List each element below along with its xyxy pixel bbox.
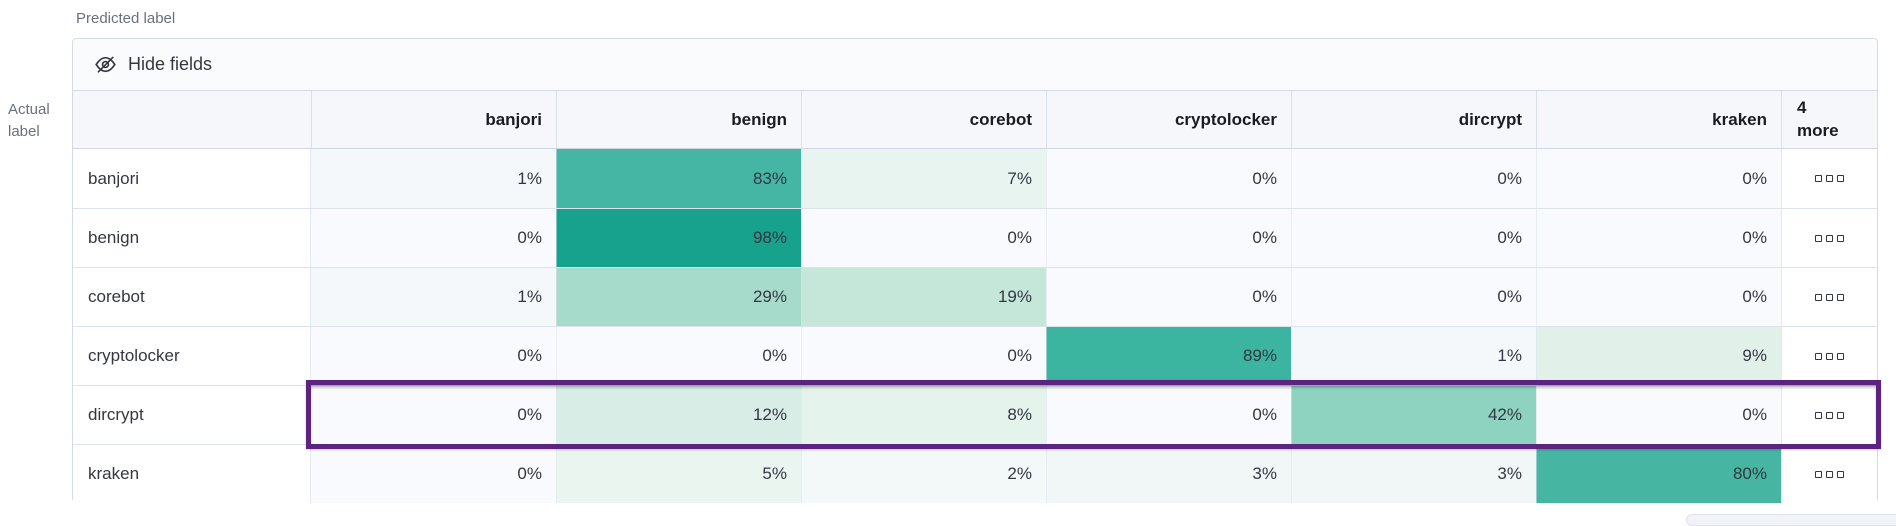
column-header-corebot[interactable]: corebot [801, 91, 1046, 148]
cell-dircrypt-banjori: 0% [311, 386, 556, 444]
boxes-horizontal-icon[interactable] [1781, 327, 1877, 385]
cell-banjori-benign: 83% [556, 149, 801, 208]
box-glyph [1826, 411, 1833, 419]
box-glyph [1837, 411, 1844, 419]
cell-corebot-cryptolocker: 0% [1046, 268, 1291, 326]
hide-fields-button[interactable]: Hide fields [73, 39, 1877, 91]
cell-dircrypt-benign: 12% [556, 386, 801, 444]
cell-corebot-benign: 29% [556, 268, 801, 326]
cell-corebot-dircrypt: 0% [1291, 268, 1536, 326]
cell-cryptolocker-benign: 0% [556, 327, 801, 385]
confusion-matrix-panel: Hide fields banjori benign corebot cryptolo… [72, 38, 1881, 503]
matrix-header-row: banjori benign corebot cryptolocker dircrypt… [73, 91, 1877, 149]
cell-benign-benign: 98% [556, 209, 801, 267]
box-glyph [1837, 175, 1844, 182]
actual-label-line1: Actual [8, 101, 50, 118]
box-glyph [1837, 293, 1844, 301]
row-label-dircrypt: dircrypt [73, 386, 311, 444]
cell-kraken-kraken: 80% [1536, 445, 1781, 503]
cell-kraken-dircrypt: 3% [1291, 445, 1536, 503]
boxes-horizontal-icon[interactable] [1781, 386, 1877, 444]
cell-benign-corebot: 0% [801, 209, 1046, 267]
box-glyph [1815, 293, 1822, 301]
box-glyph [1815, 352, 1822, 360]
boxes-horizontal-icon[interactable] [1781, 209, 1877, 267]
box-glyph [1815, 411, 1822, 419]
box-glyph [1815, 175, 1822, 182]
row-label-banjori: banjori [73, 149, 311, 208]
cell-cryptolocker-kraken: 9% [1536, 327, 1781, 385]
cell-kraken-banjori: 0% [311, 445, 556, 503]
actual-label-line2: label [8, 122, 40, 140]
box-glyph [1826, 175, 1833, 182]
column-header-banjori[interactable]: banjori [311, 91, 556, 148]
box-glyph [1826, 470, 1833, 478]
column-header-kraken[interactable]: kraken [1536, 91, 1781, 148]
cell-banjori-cryptolocker: 0% [1046, 149, 1291, 208]
cell-dircrypt-kraken: 0% [1536, 386, 1781, 444]
cell-dircrypt-cryptolocker: 0% [1046, 386, 1291, 444]
box-glyph [1826, 234, 1833, 242]
cell-cryptolocker-dircrypt: 1% [1291, 327, 1536, 385]
cell-banjori-banjori: 1% [311, 149, 556, 208]
box-glyph [1837, 352, 1844, 360]
row-label-kraken: kraken [73, 445, 311, 503]
cell-banjori-kraken: 0% [1536, 149, 1781, 208]
cell-corebot-kraken: 0% [1536, 268, 1781, 326]
table-row-corebot: corebot 1% 29% 19% 0% 0% 0% [73, 267, 1877, 326]
box-glyph [1815, 470, 1822, 478]
cell-corebot-banjori: 1% [311, 268, 556, 326]
cell-banjori-corebot: 7% [801, 149, 1046, 208]
boxes-horizontal-icon[interactable] [1781, 268, 1877, 326]
cell-benign-dircrypt: 0% [1291, 209, 1536, 267]
cell-kraken-benign: 5% [556, 445, 801, 503]
cell-dircrypt-corebot: 8% [801, 386, 1046, 444]
boxes-horizontal-icon[interactable] [1781, 149, 1877, 208]
cell-corebot-corebot: 19% [801, 268, 1046, 326]
table-row-banjori: banjori 1% 83% 7% 0% 0% 0% [73, 149, 1877, 208]
matrix-body: banjori 1% 83% 7% 0% 0% 0% benign 0% 98% 0% 0% 0% 0% c… [73, 149, 1877, 503]
table-row-dircrypt: dircrypt 0% 12% 8% 0% 42% 0% [73, 385, 1877, 444]
cell-banjori-dircrypt: 0% [1291, 149, 1536, 208]
cell-cryptolocker-cryptolocker: 89% [1046, 327, 1291, 385]
box-glyph [1837, 234, 1844, 242]
cell-dircrypt-dircrypt: 42% [1291, 386, 1536, 444]
hide-fields-label: Hide fields [128, 54, 213, 74]
cell-benign-banjori: 0% [311, 209, 556, 267]
table-row-kraken: kraken 0% 5% 2% 3% 3% 80% [73, 444, 1877, 503]
row-label-corebot: corebot [73, 268, 311, 326]
cell-cryptolocker-banjori: 0% [311, 327, 556, 385]
header-corner-cell [73, 91, 311, 148]
column-header-dircrypt[interactable]: dircrypt [1291, 91, 1536, 148]
column-header-cryptolocker[interactable]: cryptolocker [1046, 91, 1291, 148]
cell-cryptolocker-corebot: 0% [801, 327, 1046, 385]
boxes-horizontal-icon[interactable] [1781, 445, 1877, 503]
box-glyph [1826, 293, 1833, 301]
table-row-cryptolocker: cryptolocker 0% 0% 0% 89% 1% 9% [73, 326, 1877, 385]
row-label-benign: benign [73, 209, 311, 267]
actual-label: Actual label [8, 99, 68, 143]
cell-kraken-corebot: 2% [801, 445, 1046, 503]
horizontal-scrollbar-thumb[interactable] [1686, 514, 1896, 526]
table-row-benign: benign 0% 98% 0% 0% 0% 0% [73, 208, 1877, 267]
predicted-label: Predicted label [76, 10, 176, 27]
box-glyph [1837, 470, 1844, 478]
box-glyph [1815, 234, 1822, 242]
column-header-benign[interactable]: benign [556, 91, 801, 148]
cell-benign-cryptolocker: 0% [1046, 209, 1291, 267]
row-label-cryptolocker: cryptolocker [73, 327, 311, 385]
eye-closed-icon [94, 53, 117, 76]
cell-benign-kraken: 0% [1536, 209, 1781, 267]
cell-kraken-cryptolocker: 3% [1046, 445, 1291, 503]
box-glyph [1826, 352, 1833, 360]
column-header-more[interactable]: 4 more [1781, 91, 1877, 148]
